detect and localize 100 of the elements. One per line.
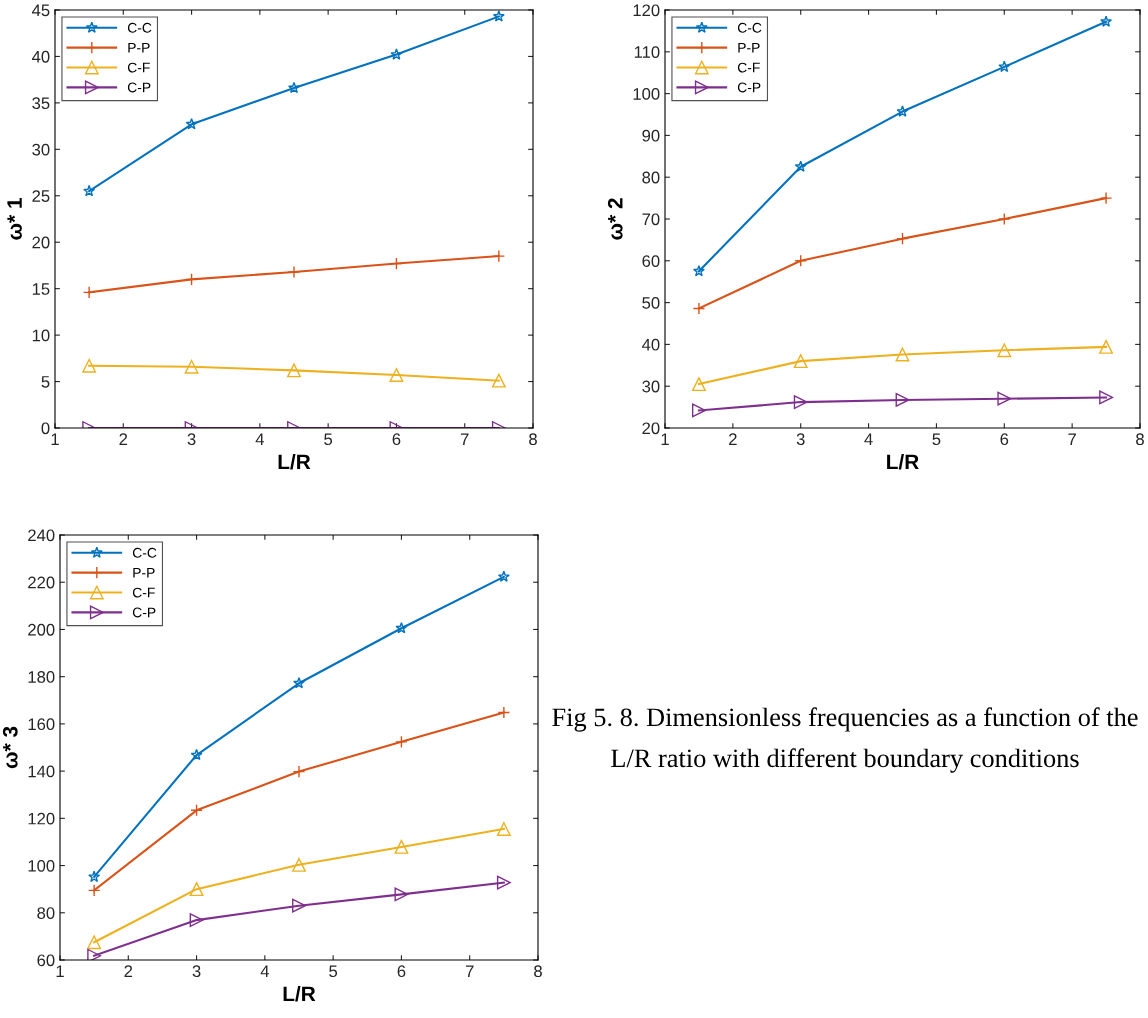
- y-tick-label: 40: [31, 50, 50, 63]
- legend-label: C-P: [132, 607, 156, 618]
- x-tick-label: 5: [329, 965, 338, 978]
- x-tick-label: 2: [124, 965, 133, 977]
- point: [394, 887, 409, 902]
- legend-label: C-C: [737, 22, 762, 33]
- point: [184, 359, 199, 374]
- point: [190, 748, 203, 761]
- x-tick-label: 6: [397, 965, 406, 978]
- y-axis-title: ω* 3: [2, 726, 18, 769]
- x-tick-label: 4: [864, 433, 873, 445]
- legend-label: P-P: [738, 42, 760, 53]
- point: [293, 677, 305, 689]
- y-axis-title: ω* 1: [7, 198, 22, 240]
- x-tick-label: 1: [51, 433, 59, 445]
- point: [692, 264, 705, 277]
- y-tick-label: 60: [37, 954, 55, 967]
- point: [292, 898, 306, 913]
- point: [1099, 191, 1113, 205]
- x-tick-label: 7: [465, 965, 474, 977]
- point: [793, 354, 808, 369]
- legend-label: C-C: [132, 547, 157, 558]
- point: [895, 393, 910, 407]
- y-tick-label: 220: [28, 576, 55, 589]
- point: [189, 913, 204, 928]
- point: [395, 622, 408, 634]
- point: [87, 935, 102, 950]
- x-tick-label: 7: [1068, 433, 1076, 445]
- x-tick-label: 3: [187, 433, 196, 446]
- y-tick-label: 25: [32, 190, 50, 202]
- legend-label: C-P: [737, 82, 761, 93]
- point: [189, 882, 204, 897]
- point: [292, 857, 306, 872]
- y-tick-label: 0: [41, 422, 50, 435]
- x-tick-label: 6: [392, 433, 401, 446]
- point: [998, 60, 1011, 73]
- point: [82, 358, 97, 373]
- point: [390, 48, 403, 60]
- point: [292, 765, 306, 778]
- point: [497, 570, 510, 582]
- point: [691, 403, 706, 418]
- point: [998, 212, 1011, 226]
- y-tick-label: 15: [32, 283, 50, 295]
- point: [997, 391, 1012, 406]
- x-tick-label: 3: [796, 433, 805, 446]
- legend-label: C-F: [132, 587, 155, 598]
- point: [1100, 15, 1113, 27]
- legend-label: C-F: [127, 62, 150, 73]
- point: [83, 184, 96, 197]
- point: [87, 948, 102, 960]
- point: [287, 363, 301, 378]
- y-tick-label: 30: [32, 143, 50, 156]
- y-tick-label: 100: [633, 88, 660, 100]
- point: [491, 373, 506, 388]
- point: [288, 81, 300, 94]
- x-tick-label: 8: [1136, 433, 1144, 446]
- point: [395, 735, 408, 749]
- y-tick-label: 80: [37, 907, 55, 919]
- y-tick-label: 120: [28, 812, 55, 825]
- point: [1099, 390, 1114, 405]
- y-tick-label: 200: [28, 623, 55, 636]
- x-tick-label: 6: [1000, 433, 1009, 446]
- point: [895, 347, 910, 362]
- y-tick-label: 30: [642, 380, 660, 393]
- y-tick-label: 45: [31, 4, 50, 17]
- y-tick-label: 90: [642, 129, 660, 142]
- point: [1099, 339, 1114, 354]
- y-tick-label: 180: [28, 671, 55, 683]
- point: [896, 232, 909, 245]
- x-tick-label: 4: [260, 965, 269, 977]
- x-tick-label: 5: [324, 433, 333, 446]
- y-tick-label: 120: [633, 4, 660, 17]
- y-axis-title: ω* 2: [607, 198, 623, 240]
- point: [88, 870, 101, 883]
- point: [793, 395, 808, 410]
- y-tick-label: 5: [41, 376, 50, 388]
- point: [896, 105, 909, 117]
- y-tick-label: 240: [28, 529, 55, 542]
- y-tick-label: 60: [642, 255, 660, 267]
- point: [692, 302, 706, 315]
- x-tick-label: 8: [534, 965, 542, 978]
- y-tick-label: 20: [642, 422, 660, 435]
- y-tick-label: 110: [634, 46, 660, 58]
- x-tick-label: 2: [729, 433, 737, 445]
- x-tick-label: 1: [56, 965, 64, 977]
- point: [394, 839, 409, 854]
- x-tick-label: 3: [192, 965, 201, 978]
- point: [492, 10, 505, 22]
- y-tick-label: 100: [28, 859, 55, 872]
- x-tick-label: 2: [119, 433, 128, 445]
- point: [496, 875, 511, 890]
- y-tick-label: 50: [642, 297, 660, 309]
- x-tick-label: 8: [529, 433, 537, 446]
- point: [794, 254, 807, 268]
- point: [389, 368, 404, 382]
- y-tick-label: 10: [32, 329, 50, 342]
- x-tick-label: 4: [255, 433, 264, 445]
- y-tick-label: 140: [28, 765, 55, 778]
- caption: Fig 5. 8. Dimensionless frequencies as a function of the L/R ratio with different boundary conditions: [552, 707, 1138, 773]
- legend-label: C-F: [737, 62, 760, 73]
